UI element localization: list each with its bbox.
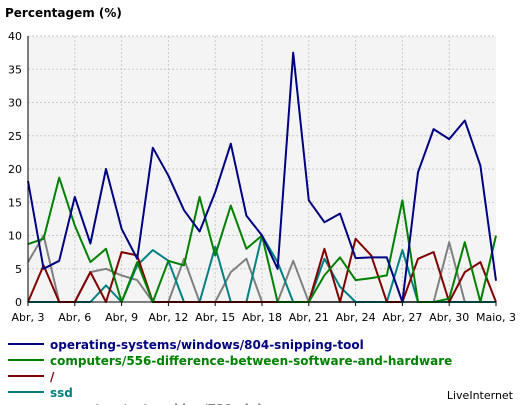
y-tick-label: 35 — [8, 63, 22, 76]
y-tick-label: 20 — [8, 163, 22, 176]
x-tick-label: Abr, 3 — [11, 311, 44, 324]
legend-label: computers/networking/739-zigbee-vs-z-wav… — [50, 402, 354, 405]
x-tick-label: Abr, 18 — [242, 311, 282, 324]
x-tick-label: Abr, 12 — [148, 311, 188, 324]
x-tick-label: Abr, 9 — [105, 311, 138, 324]
legend: operating-systems/windows/804-snipping-t… — [8, 338, 452, 405]
x-tick-label: Abr, 27 — [382, 311, 422, 324]
y-tick-label: 15 — [8, 196, 22, 209]
chart-title: Percentagem (%) — [5, 6, 122, 20]
legend-label: computers/556-difference-between-softwar… — [50, 354, 452, 368]
y-tick-label: 10 — [8, 230, 22, 243]
x-tick-label: Abr, 24 — [336, 311, 376, 324]
y-axis-ticks: 0 5 10 15 20 25 30 35 40 — [8, 30, 22, 309]
legend-label: ssd — [50, 386, 73, 400]
x-axis-ticks: Abr, 3 Abr, 6 Abr, 9 Abr, 12 Abr, 15 Abr, 18 A… — [11, 302, 516, 324]
legend-label: / — [50, 370, 55, 384]
y-tick-label: 5 — [15, 263, 22, 276]
y-tick-label: 0 — [15, 296, 22, 309]
legend-label: operating-systems/windows/804-snipping-t… — [50, 338, 364, 352]
series-line-1 — [27, 51, 497, 303]
y-tick-label: 25 — [8, 130, 22, 143]
y-tick-label: 40 — [8, 30, 22, 43]
y-tick-label: 30 — [8, 97, 22, 110]
x-tick-label: Abr, 30 — [429, 311, 469, 324]
brand-label: LiveInternet — [447, 389, 514, 402]
grid-lines — [28, 35, 496, 302]
x-tick-label: Abr, 6 — [58, 311, 91, 324]
x-tick-label: Abr, 21 — [289, 311, 329, 324]
x-tick-label: Abr, 15 — [195, 311, 235, 324]
x-tick-label: Maio, 3 — [476, 311, 516, 324]
